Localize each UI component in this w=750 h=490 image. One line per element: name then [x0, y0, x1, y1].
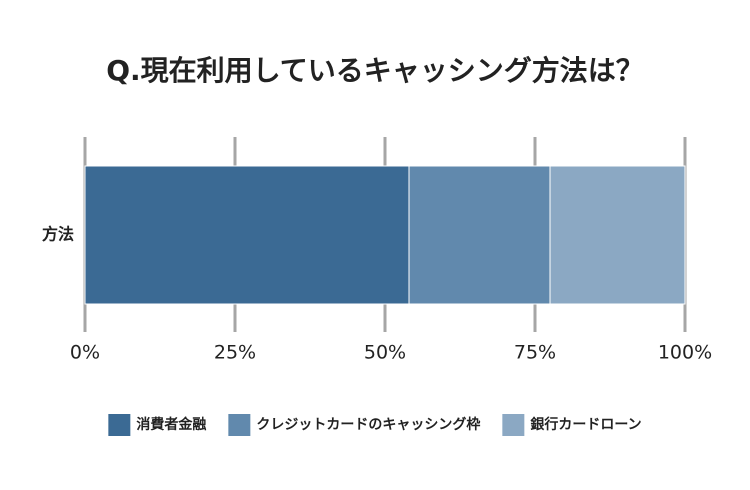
x-tick-label: 100% [658, 342, 712, 364]
x-tick-label: 0% [70, 342, 100, 364]
legend-label: 銀行カードローン [530, 416, 641, 433]
bar [549, 165, 686, 305]
bar [408, 165, 551, 305]
legend-swatch [108, 414, 131, 436]
x-tick-label: 50% [364, 342, 406, 364]
chart-title: Q.現在利用しているキャッシング方法は？ [106, 54, 644, 87]
bar [84, 165, 410, 305]
legend-label: クレジットカードのキャッシング枠 [256, 416, 480, 433]
legend-swatch [228, 414, 251, 436]
y-tick-label: 方法 [42, 225, 74, 244]
legend-swatch [502, 414, 525, 436]
x-tick-label: 25% [214, 342, 256, 364]
legend-label: 消費者金融 [136, 416, 206, 433]
x-tick-label: 75% [514, 342, 556, 364]
